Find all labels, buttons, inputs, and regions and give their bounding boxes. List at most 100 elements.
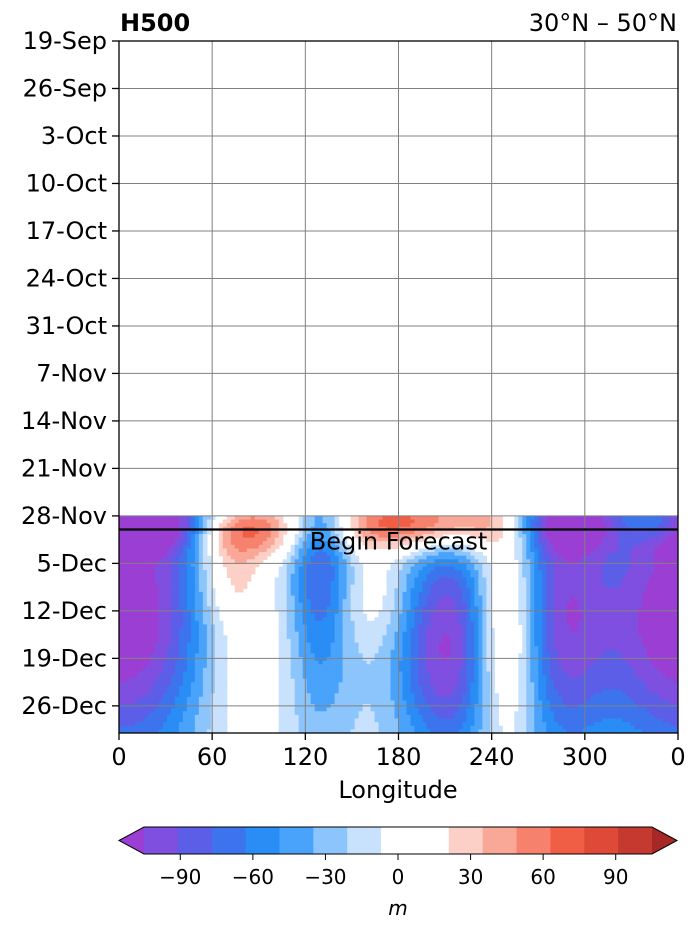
heatmap-cell [178,552,184,557]
heatmap-cell [354,533,360,539]
heatmap-cell [562,620,567,626]
heatmap-cell [214,667,220,673]
heatmap-cell [586,624,591,629]
heatmap-cell [282,649,288,654]
heatmap-cell [586,537,591,542]
heatmap-cell [454,555,459,560]
heatmap-cell [154,653,160,658]
heatmap-cell [430,581,436,586]
heatmap-cell [430,515,436,521]
heatmap-cell [282,624,288,629]
heatmap-cell [142,599,148,604]
heatmap-cell [638,559,643,564]
heatmap-cell [254,533,260,539]
heatmap-cell [322,628,328,633]
heatmap-cell [606,581,611,586]
heatmap-cell [182,570,188,575]
heatmap-cell [434,559,440,564]
heatmap-cell [438,660,444,665]
heatmap-cell [338,638,344,644]
heatmap-cell [290,577,296,582]
heatmap-cell [310,519,316,524]
heatmap-cell [194,523,200,528]
heatmap-cell [314,519,320,524]
heatmap-cell [350,523,356,528]
heatmap-cell [146,588,152,593]
heatmap-cell [654,591,659,597]
heatmap-cell [318,530,324,535]
heatmap-cell [166,599,172,604]
heatmap-cell [630,635,635,640]
heatmap-cell [522,530,527,535]
heatmap-cell [434,635,440,640]
heatmap-cell [426,635,432,640]
heatmap-cell [198,573,204,579]
heatmap-cell [614,649,619,654]
heatmap-cell [206,642,212,647]
heatmap-cell [314,581,320,586]
heatmap-cell [610,537,615,542]
heatmap-cell [670,573,675,579]
heatmap-cell [598,570,603,575]
heatmap-cell [126,537,132,542]
heatmap-cell [446,523,451,528]
heatmap-cell [330,559,336,564]
heatmap-cell [358,519,364,524]
heatmap-cell [434,530,440,535]
heatmap-cell [182,657,188,662]
heatmap-cell [450,523,455,528]
heatmap-cell [634,515,639,521]
heatmap-cell [570,530,575,535]
heatmap-cell [162,541,168,546]
heatmap-cell [178,548,184,553]
heatmap-cell [234,570,240,575]
heatmap-cell [190,570,196,575]
heatmap-cell [518,660,523,665]
heatmap-cell [202,515,208,521]
heatmap-cell [119,649,124,654]
heatmap-cell [158,548,164,553]
heatmap-cell [578,624,583,629]
heatmap-cell [162,657,168,662]
heatmap-cell [590,642,595,647]
heatmap-cell [658,573,663,579]
heatmap-cell [274,537,280,542]
heatmap-cell [382,541,388,546]
heatmap-cell [178,613,184,618]
heatmap-cell [554,638,559,644]
heatmap-cell [522,609,527,615]
heatmap-cell [206,664,212,669]
heatmap-cell [642,577,647,582]
heatmap-cell [398,570,404,575]
heatmap-cell [486,635,491,640]
heatmap-cell [426,515,432,521]
heatmap-cell [610,613,615,618]
heatmap-cell [442,653,448,658]
heatmap-cell [330,628,336,633]
heatmap-cell [414,577,420,582]
heatmap-cell [146,544,152,550]
heatmap-cell [322,537,328,542]
heatmap-cell [462,559,467,564]
heatmap-cell [386,541,392,546]
heatmap-cell [182,591,188,597]
heatmap-cell [266,544,272,550]
heatmap-cell [618,573,623,579]
heatmap-cell [442,523,448,528]
heatmap-cell [154,573,160,579]
heatmap-cell [306,588,312,593]
heatmap-cell [614,642,619,647]
heatmap-cell [634,530,639,535]
heatmap-cell [466,642,471,647]
heatmap-cell [478,591,483,597]
heatmap-cell [422,638,428,644]
heatmap-cell [170,617,176,622]
heatmap-cell [322,562,328,568]
heatmap-cell [138,544,144,550]
heatmap-cell [406,635,412,640]
heatmap-cell [430,646,436,651]
heatmap-cell [274,544,280,550]
heatmap-cell [318,660,324,665]
heatmap-cell [390,660,396,665]
heatmap-cell [222,562,228,568]
